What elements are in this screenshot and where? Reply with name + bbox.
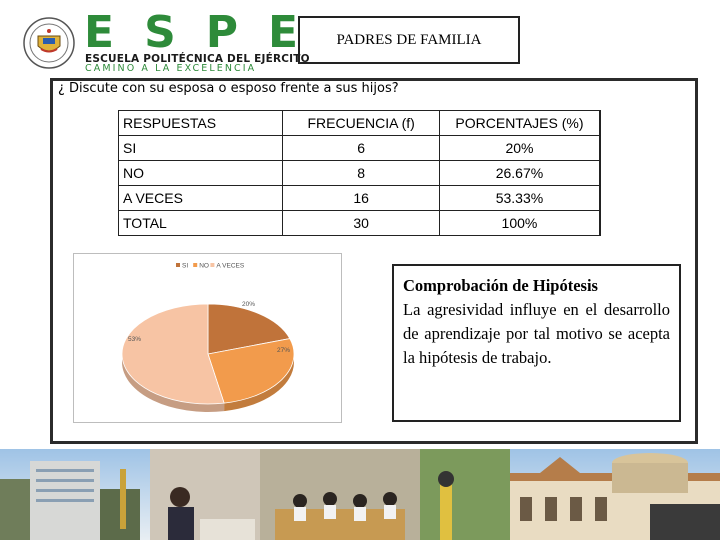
table-cell: 26.67% [438,160,601,186]
table-header-cell: FRECUENCIA (f) [282,110,440,136]
pie-slice-a-veces [121,303,225,405]
table-cell: NO [117,160,283,186]
table-cell: 53.33% [438,185,601,211]
table-row: A VECES 16 53.33% [117,185,601,211]
logo-letter: E [268,7,299,58]
legend-swatch [193,263,198,267]
table-cell: SI [117,135,283,161]
table-header-cell: RESPUESTAS [117,110,283,136]
logo-letter: E [84,7,115,58]
table-cell: 16 [282,185,440,211]
table-cell: 8 [282,160,440,186]
legend-label: SI [182,263,188,270]
photo-collage [0,449,720,540]
table-cell: 30 [282,210,440,236]
logo-subtitle: ESCUELA POLITÉCNICA DEL EJÉRCITO [85,53,310,65]
pie-slice-si [207,303,291,355]
legend-label: A VECES [216,263,244,270]
legend-swatch [176,263,180,267]
pie-chart: SI NO A VECES 20% 27% 53% [73,253,342,423]
legend-label: NO [199,263,209,270]
pie-data-label: 20% [242,301,255,308]
page-title: PADRES DE FAMILIA [298,16,520,64]
logo-seal [23,17,75,69]
legend-swatch [210,263,215,267]
logo-motto: CAMINO A LA EXCELENCIA [85,63,257,74]
table-cell: 20% [438,135,601,161]
table-cell: TOTAL [117,210,283,236]
results-table: RESPUESTAS FRECUENCIA (f) PORCENTAJES (%… [117,110,601,236]
pie-data-label: 53% [128,336,141,343]
table-header-row: RESPUESTAS FRECUENCIA (f) PORCENTAJES (%… [117,110,601,136]
table-cell: 6 [282,135,440,161]
pie-slice-side [224,354,294,412]
logo-letter: S [144,7,176,58]
hypothesis-text: La agresividad influye en el desarrollo … [403,300,670,367]
logo-letter: P [205,7,239,58]
pie-data-label: 27% [277,347,290,354]
hypothesis-title: Comprobación de Hipótesis [403,276,598,295]
table-row: NO 8 26.67% [117,160,601,186]
table-cell: 100% [438,210,601,236]
logo-letters: E S P E [84,10,298,56]
table-cell: A VECES [117,185,283,211]
pie-chart-svg: SI NO A VECES 20% 27% 53% [121,263,295,412]
hypothesis-box: Comprobación de Hipótesis La agresividad… [392,264,681,422]
survey-question: ¿ Discute con su esposa o esposo frente … [58,81,399,96]
pie-slice-side [122,354,225,412]
pie-slice-no [207,338,295,404]
table-row: TOTAL 30 100% [117,210,601,236]
table-row: SI 6 20% [117,135,601,161]
table-header-cell: PORCENTAJES (%) [438,110,601,136]
